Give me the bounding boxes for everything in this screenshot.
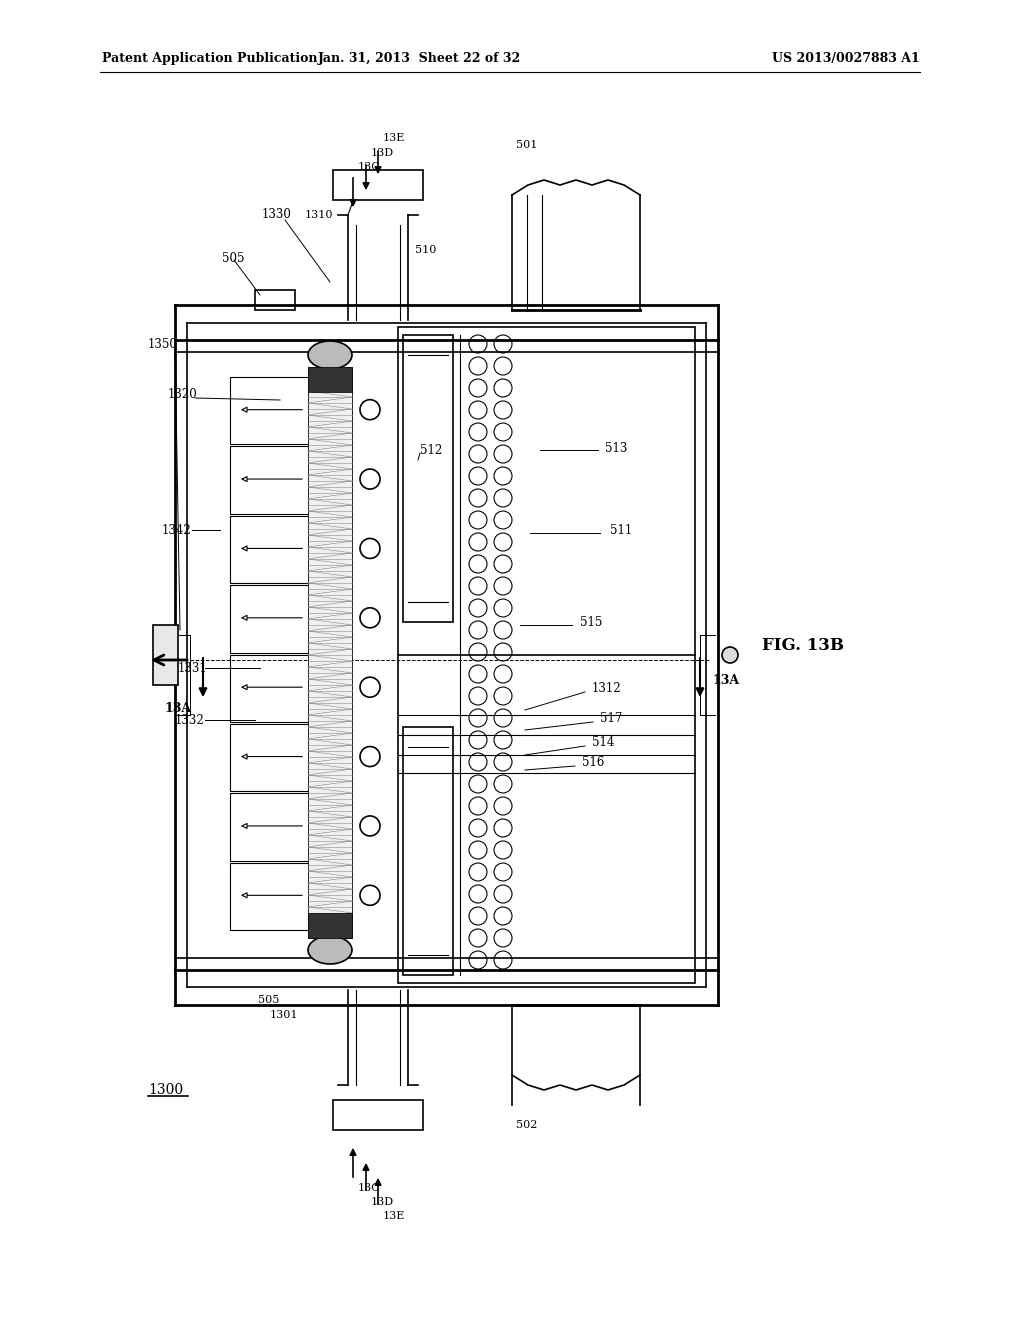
Text: 517: 517	[600, 711, 623, 725]
Text: FIG. 13B: FIG. 13B	[762, 636, 844, 653]
Bar	[230, 793, 310, 861]
Text: 511: 511	[610, 524, 632, 536]
Text: 1301: 1301	[270, 1010, 299, 1020]
Bar	[333, 170, 423, 201]
Bar	[230, 723, 310, 791]
Text: Patent Application Publication: Patent Application Publication	[102, 51, 317, 65]
Text: 13E: 13E	[383, 133, 406, 143]
Bar	[308, 913, 352, 939]
Text: 516: 516	[582, 755, 604, 768]
Text: 13A: 13A	[165, 701, 193, 714]
Bar	[230, 446, 310, 513]
Bar	[230, 585, 310, 652]
Text: 512: 512	[420, 444, 442, 457]
Bar	[308, 367, 352, 392]
Text: US 2013/0027883 A1: US 2013/0027883 A1	[772, 51, 920, 65]
Bar	[153, 624, 178, 685]
Bar	[230, 655, 310, 722]
Text: 515: 515	[580, 615, 602, 628]
Ellipse shape	[308, 341, 352, 370]
Bar	[230, 378, 310, 445]
Text: 1310: 1310	[304, 210, 333, 220]
Text: 513: 513	[605, 441, 628, 454]
Ellipse shape	[308, 936, 352, 964]
Text: 514: 514	[592, 735, 614, 748]
Text: 1350: 1350	[148, 338, 178, 351]
Text: 1342: 1342	[162, 524, 191, 536]
Text: 1320: 1320	[168, 388, 198, 401]
Text: 505: 505	[258, 995, 280, 1005]
Text: 13C: 13C	[358, 162, 381, 172]
Bar	[308, 367, 352, 939]
Circle shape	[722, 647, 738, 663]
Bar	[403, 727, 453, 975]
Text: 1312: 1312	[592, 681, 622, 694]
Text: 505: 505	[222, 252, 245, 264]
Bar	[398, 327, 695, 983]
Text: 13A: 13A	[712, 673, 739, 686]
Text: 13E: 13E	[383, 1210, 406, 1221]
Text: 502: 502	[516, 1119, 538, 1130]
Text: 13D: 13D	[371, 148, 394, 158]
Bar	[230, 863, 310, 931]
Text: 1300: 1300	[148, 1082, 183, 1097]
Text: 1332: 1332	[175, 714, 205, 726]
Bar	[333, 1100, 423, 1130]
Text: 510: 510	[415, 246, 436, 255]
Text: Jan. 31, 2013  Sheet 22 of 32: Jan. 31, 2013 Sheet 22 of 32	[318, 51, 521, 65]
Bar	[230, 516, 310, 583]
Text: 501: 501	[516, 140, 538, 150]
Bar	[403, 335, 453, 622]
Text: 1331: 1331	[178, 661, 208, 675]
Bar	[255, 290, 295, 310]
Text: 13C: 13C	[358, 1183, 381, 1193]
Text: 13D: 13D	[371, 1197, 394, 1206]
Text: 1330: 1330	[262, 209, 292, 222]
